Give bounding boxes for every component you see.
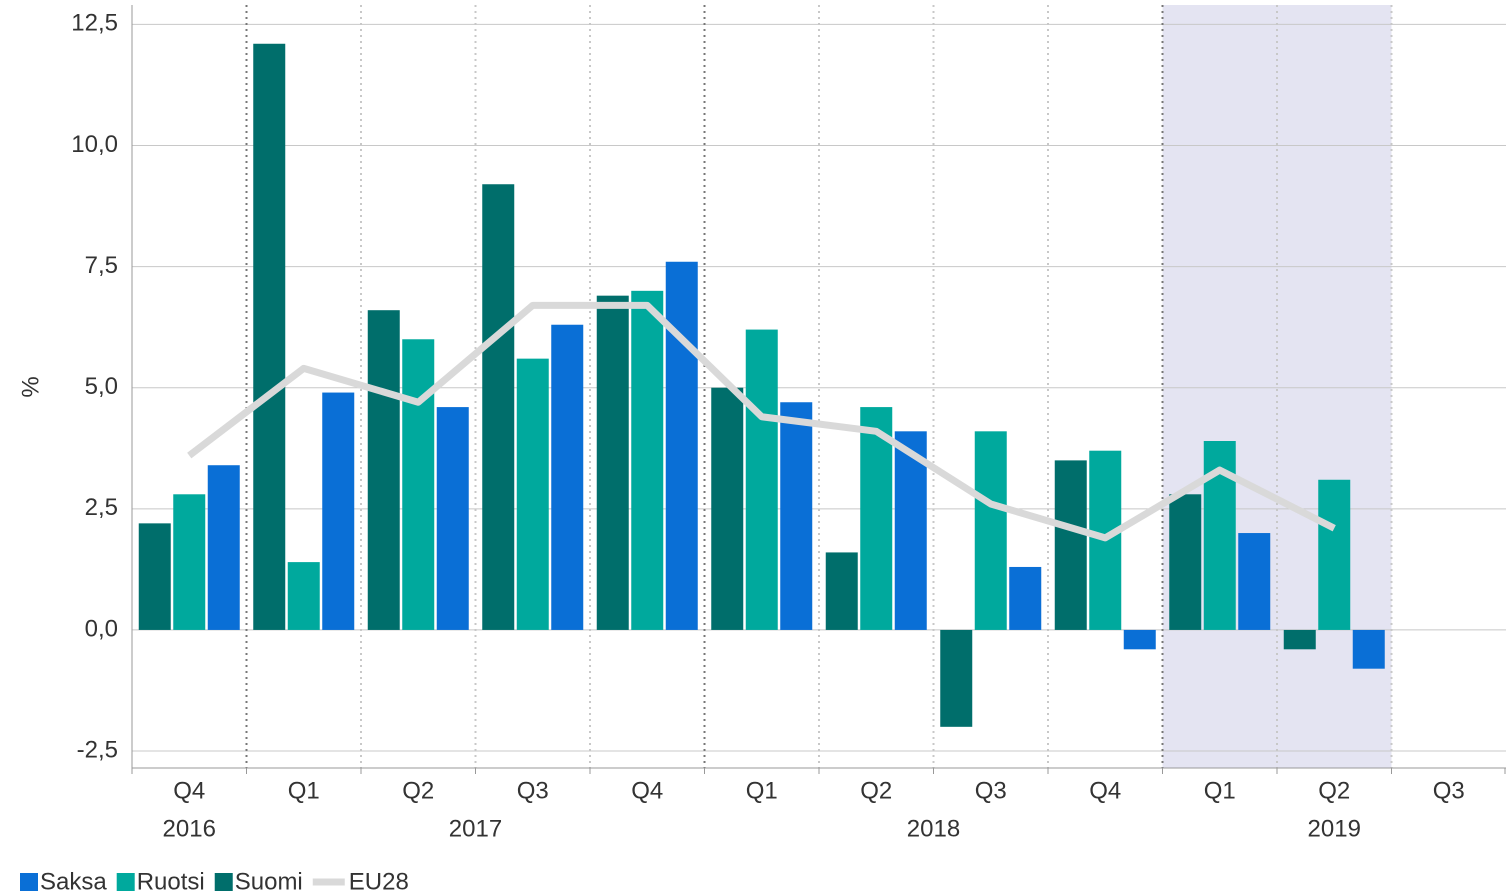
legend-swatch [116, 873, 135, 891]
bar [253, 43, 286, 630]
y-tick-label: -2,5 [77, 736, 118, 763]
bar [1283, 629, 1316, 650]
legend-item: Saksa [20, 868, 107, 895]
bar [974, 431, 1007, 630]
bar [1054, 460, 1087, 630]
legend-label: Suomi [235, 868, 303, 895]
x-tick-label: Q2 [860, 777, 892, 804]
legend-item: EU28 [312, 868, 409, 895]
bar [631, 290, 664, 630]
bar [516, 358, 549, 630]
line [187, 301, 1336, 542]
y-tick-label: 12,5 [71, 10, 118, 37]
bar [551, 324, 584, 630]
y-axis-label: % [17, 376, 44, 397]
bar [860, 407, 893, 630]
legend-swatch [20, 873, 38, 891]
bar [482, 184, 515, 630]
legend-swatch [214, 873, 233, 891]
y-tick-label: 2,5 [85, 494, 118, 521]
bar [402, 339, 435, 630]
x-tick-label: Q2 [402, 777, 434, 804]
bar [1352, 629, 1385, 669]
bar [436, 407, 469, 630]
bar [711, 387, 744, 630]
year-label: 2018 [907, 815, 960, 842]
x-tick-label: Q1 [288, 777, 320, 804]
year-label: 2019 [1308, 815, 1361, 842]
x-tick-label: Q1 [1204, 777, 1236, 804]
legend-label: EU28 [349, 868, 409, 895]
bar [138, 523, 171, 630]
bar [745, 329, 778, 630]
bar [1169, 494, 1202, 630]
x-tick-label: Q4 [631, 777, 663, 804]
legend-item: Suomi [214, 868, 303, 895]
y-tick-label: 10,0 [71, 131, 118, 158]
x-tick-label: Q4 [1089, 777, 1121, 804]
bar [367, 310, 400, 630]
year-label: 2017 [449, 815, 502, 842]
bar [894, 431, 927, 630]
bar [173, 494, 206, 630]
x-tick-label: Q3 [975, 777, 1007, 804]
bar [825, 552, 858, 630]
bar [322, 392, 355, 630]
bar [596, 295, 629, 630]
bar [780, 402, 813, 630]
legend-label: Ruotsi [137, 868, 205, 895]
bar [1009, 566, 1042, 630]
x-tick-label: Q3 [517, 777, 549, 804]
bar [940, 629, 973, 727]
year-label: 2016 [163, 815, 216, 842]
x-tick-label: Q2 [1318, 777, 1350, 804]
x-tick-label: Q1 [746, 777, 778, 804]
bar [207, 465, 240, 630]
x-tick-label: Q3 [1433, 777, 1465, 804]
legend-item: Ruotsi [116, 868, 205, 895]
y-tick-label: 7,5 [85, 252, 118, 279]
bar [1318, 479, 1351, 630]
bar [665, 261, 698, 630]
legend-label: Saksa [40, 868, 107, 895]
y-tick-label: 5,0 [85, 373, 118, 400]
x-tick-label: Q4 [173, 777, 205, 804]
bar [287, 562, 320, 630]
bar [1238, 533, 1271, 630]
y-tick-label: 0,0 [85, 615, 118, 642]
bar [1123, 629, 1156, 650]
